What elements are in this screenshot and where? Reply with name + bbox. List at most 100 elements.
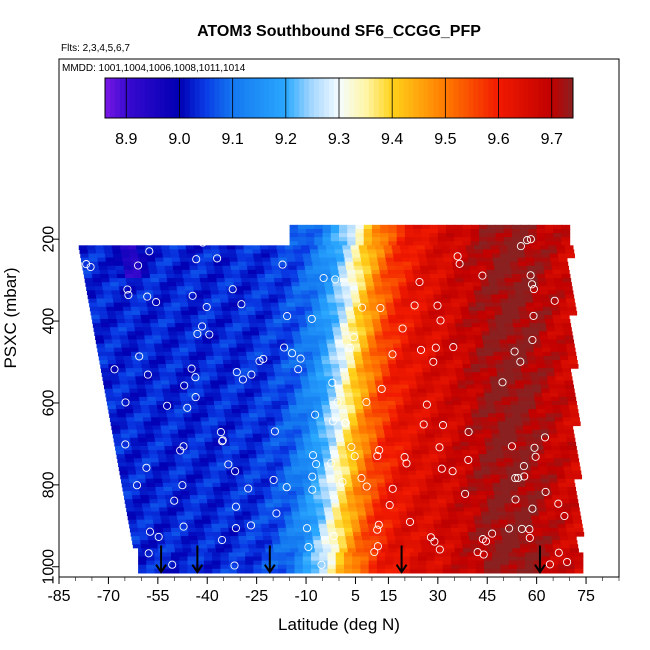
heatmap-cell <box>390 421 400 427</box>
heatmap-cell <box>453 269 463 275</box>
heatmap-cell <box>146 552 156 558</box>
heatmap-cell <box>385 482 395 488</box>
heatmap-cell <box>327 564 337 570</box>
heatmap-cell <box>112 429 121 435</box>
heatmap-cell <box>248 319 258 324</box>
heatmap-cell <box>432 290 442 296</box>
heatmap-cell <box>355 319 365 324</box>
heatmap-cell <box>360 552 370 558</box>
heatmap-cell <box>418 486 428 492</box>
heatmap-cell <box>229 261 239 267</box>
heatmap-cell <box>410 531 420 537</box>
heatmap-cell <box>351 298 361 304</box>
heatmap-cell <box>190 364 200 369</box>
heatmap-cell <box>528 228 538 234</box>
heatmap-cell <box>98 351 107 357</box>
heatmap-cell <box>482 384 492 390</box>
heatmap-cell <box>166 273 176 279</box>
heatmap-cell <box>492 302 502 308</box>
heatmap-cell <box>377 347 387 353</box>
heatmap-cell <box>242 421 252 427</box>
heatmap-cell <box>393 343 402 349</box>
heatmap-cell <box>311 552 320 558</box>
heatmap-cell <box>358 425 368 431</box>
colorbar-swatch <box>314 78 320 118</box>
heatmap-cell <box>417 249 426 255</box>
heatmap-cell <box>492 527 502 533</box>
heatmap-cell <box>166 409 175 414</box>
heatmap-cell <box>431 511 441 517</box>
heatmap-cell <box>391 245 401 251</box>
heatmap-cell <box>109 323 119 328</box>
heatmap-cell <box>435 441 445 447</box>
heatmap-cell <box>383 335 393 341</box>
heatmap-cell <box>421 499 431 504</box>
heatmap-cell <box>349 421 359 427</box>
heatmap-cell <box>460 306 470 312</box>
heatmap-cell <box>191 368 201 373</box>
heatmap-cell <box>519 544 529 549</box>
heatmap-cell <box>434 253 444 259</box>
heatmap-cell <box>517 437 526 443</box>
heatmap-cell <box>245 531 255 537</box>
heatmap-cell <box>475 437 485 443</box>
heatmap-cell <box>264 269 274 275</box>
heatmap-cell <box>387 265 397 271</box>
heatmap-cell <box>539 331 548 336</box>
heatmap-cell <box>518 400 528 406</box>
heatmap-cell <box>156 400 166 406</box>
heatmap-cell <box>368 298 378 304</box>
heatmap-cell <box>182 319 192 324</box>
heatmap-cell <box>289 273 299 279</box>
heatmap-cell <box>196 302 206 308</box>
heatmap-cell <box>350 474 360 480</box>
heatmap-cell <box>515 339 525 345</box>
heatmap-cell <box>283 511 293 517</box>
heatmap-cell <box>315 507 325 513</box>
heatmap-cell <box>386 306 396 312</box>
heatmap-cell <box>264 364 274 369</box>
heatmap-cell <box>401 478 410 484</box>
heatmap-cell <box>548 384 558 390</box>
sample-point <box>121 398 130 407</box>
colorbar-swatch <box>189 78 196 118</box>
heatmap-cell <box>477 536 487 541</box>
heatmap-cell <box>434 347 444 353</box>
heatmap-cell <box>310 343 320 349</box>
heatmap-cell <box>413 364 423 369</box>
sample-point <box>519 462 528 471</box>
heatmap-cell <box>224 368 234 373</box>
heatmap-cell <box>87 294 97 300</box>
heatmap-cell <box>514 466 523 472</box>
heatmap-cell <box>468 306 478 312</box>
heatmap-cell <box>350 425 360 431</box>
heatmap-cell <box>148 450 158 455</box>
heatmap-cell <box>517 347 527 353</box>
heatmap-cell <box>485 491 495 496</box>
heatmap-cell <box>367 245 376 251</box>
heatmap-cell <box>542 531 552 537</box>
heatmap-cell <box>253 560 263 566</box>
heatmap-cell <box>490 470 499 476</box>
heatmap-cell <box>367 384 377 390</box>
heatmap-cell <box>172 351 181 357</box>
heatmap-cell <box>310 478 320 484</box>
heatmap-cell <box>266 417 276 422</box>
heatmap-cell <box>191 413 201 418</box>
heatmap-cell <box>405 458 415 463</box>
heatmap-cell <box>416 290 426 296</box>
heatmap-cell <box>554 462 564 468</box>
heatmap-cell <box>122 351 132 357</box>
heatmap-cell <box>158 413 168 418</box>
heatmap-cell <box>445 405 455 410</box>
heatmap-cell <box>520 241 530 246</box>
heatmap-cell <box>235 294 245 300</box>
heatmap-cell <box>116 269 125 275</box>
heatmap-cell <box>470 233 480 238</box>
heatmap-cell <box>415 511 425 517</box>
heatmap-cell <box>227 339 237 345</box>
heatmap-cell <box>217 376 227 382</box>
heatmap-cell <box>128 335 137 341</box>
heatmap-cell <box>253 298 262 304</box>
heatmap-cell <box>255 450 265 455</box>
